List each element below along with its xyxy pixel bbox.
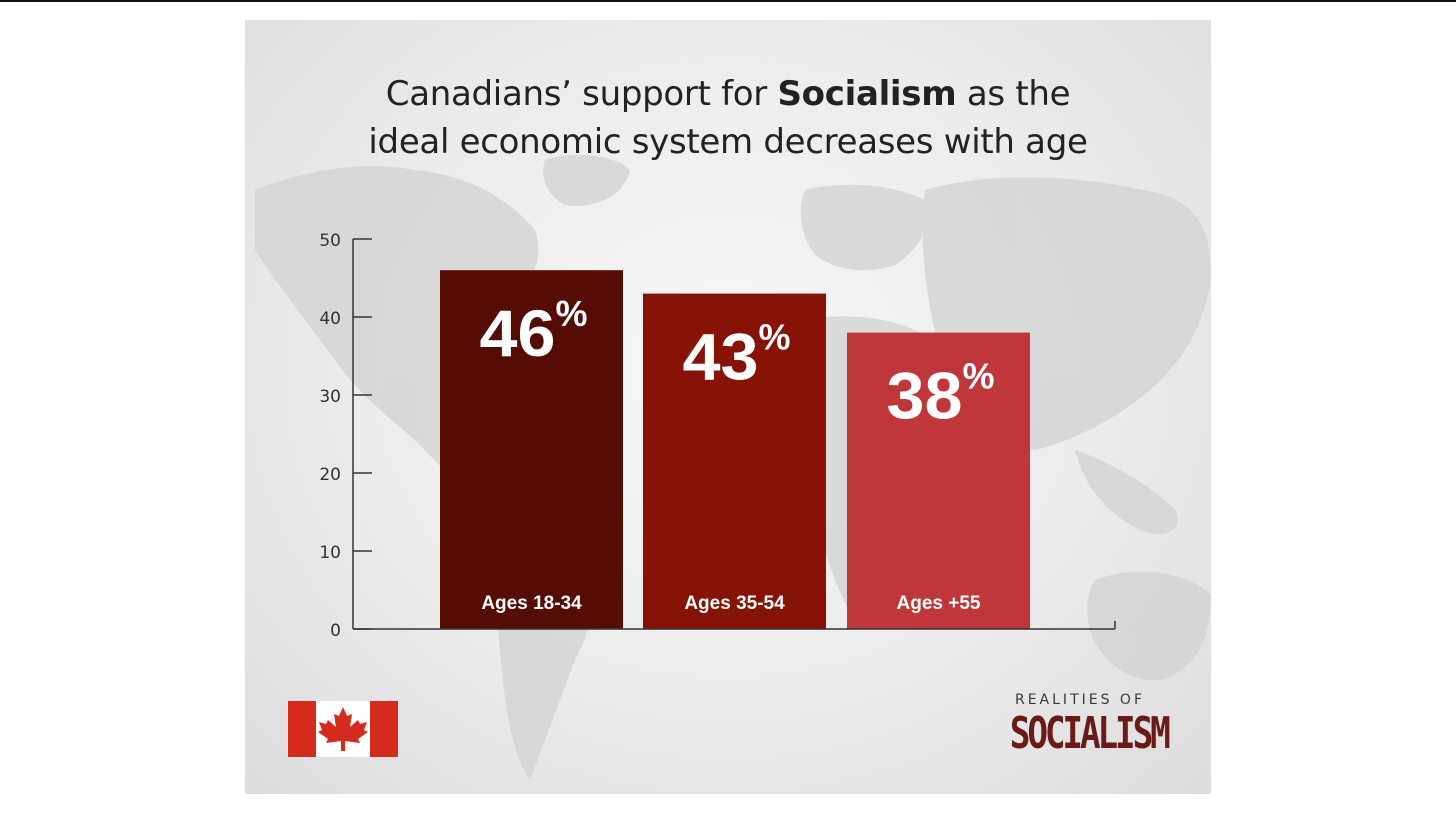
bar-chart: 46 % Ages 18-34 43 % Ages 35-54 38 % Ages +55 0 10… bbox=[319, 231, 1116, 641]
logo-main-text: SOCIALISM bbox=[1009, 708, 1171, 759]
bar bbox=[440, 270, 623, 629]
bar-value-suffix: % bbox=[555, 293, 587, 334]
europe-shape bbox=[800, 184, 929, 271]
title-part2: as the bbox=[966, 74, 1071, 114]
category-label: Ages 35-54 bbox=[684, 593, 785, 614]
bar-value-label: 43 bbox=[683, 320, 759, 394]
realities-of-socialism-logo: REALITIES OF SOCIALISM bbox=[990, 690, 1171, 780]
bar-value-suffix: % bbox=[962, 356, 994, 397]
flag-right-band bbox=[370, 701, 398, 757]
title-line2: ideal economic system decreases with age bbox=[368, 122, 1088, 162]
y-tick-label: 20 bbox=[319, 465, 341, 485]
greenland-shape bbox=[543, 154, 630, 206]
bar-value-label: 38 bbox=[887, 359, 963, 433]
y-tick-label: 0 bbox=[330, 621, 341, 641]
chart-title: Canadians’ support for Socialism as the … bbox=[245, 70, 1211, 166]
bar bbox=[847, 332, 1030, 629]
infographic-card: Canadians’ support for Socialism as the … bbox=[245, 20, 1211, 794]
flag-left-band bbox=[288, 701, 316, 757]
bar-value-label: 46 bbox=[480, 296, 556, 370]
y-tick-label: 10 bbox=[319, 543, 341, 563]
maple-leaf-icon bbox=[318, 707, 368, 751]
canada-flag bbox=[288, 701, 398, 757]
y-tick-label: 50 bbox=[319, 231, 341, 251]
y-tick-label: 30 bbox=[319, 387, 341, 407]
y-tick-label: 40 bbox=[319, 309, 341, 329]
bar bbox=[643, 293, 826, 629]
top-rule bbox=[0, 0, 1456, 2]
title-part1: Canadians’ support for bbox=[385, 74, 768, 114]
title-bold: Socialism bbox=[777, 74, 957, 114]
category-label: Ages +55 bbox=[897, 593, 981, 614]
southeast-asia-shape bbox=[1075, 450, 1178, 534]
logo-top-text: REALITIES OF bbox=[1014, 692, 1145, 708]
bar-value-suffix: % bbox=[758, 317, 790, 358]
australia-shape bbox=[1087, 571, 1211, 681]
category-label: Ages 18-34 bbox=[481, 593, 582, 614]
